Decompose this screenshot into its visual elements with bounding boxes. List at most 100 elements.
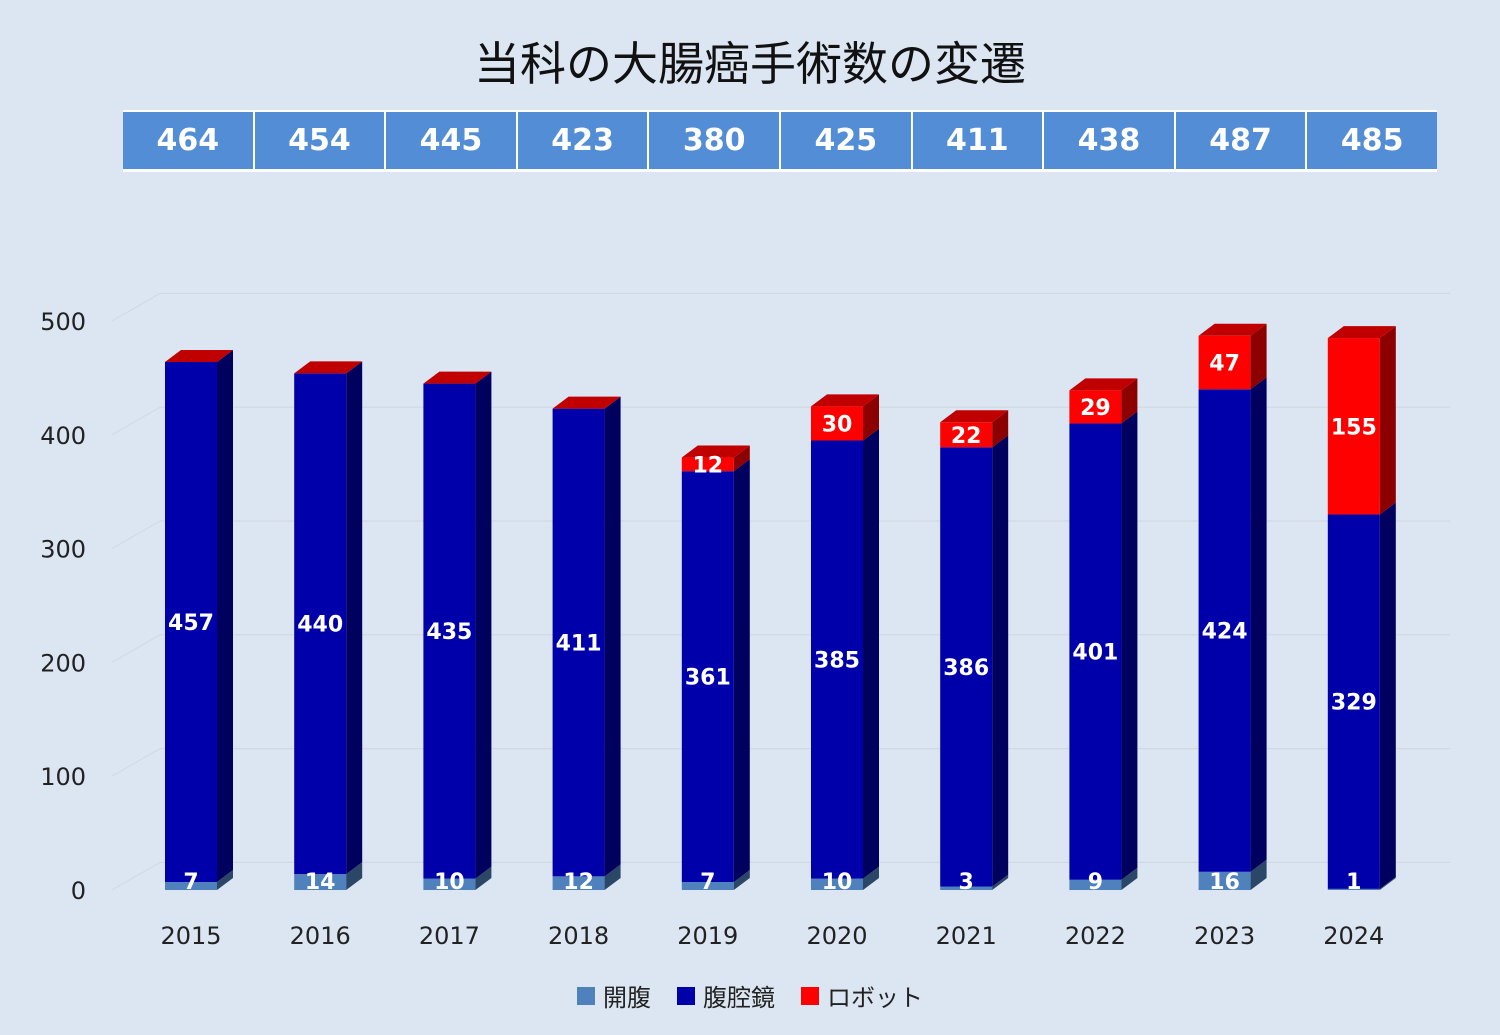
total-cell: 485 [1305,112,1437,169]
bar-side [1379,876,1396,890]
bar-top [681,445,750,458]
bar-front [1327,888,1380,890]
bar-chart: 0 100 200 300 400 500 7 457 2015 14 440 2016 10 435 20… [40,292,1450,950]
bar-front [811,878,863,890]
total-cell: 425 [778,112,911,169]
bar-side [1250,377,1267,872]
x-tick-label: 2022 [1065,922,1126,950]
bar-top [423,371,492,384]
legend-item-robot: ロボット [801,978,923,1013]
data-label: 457 [168,611,214,636]
x-tick-label: 2015 [160,922,221,950]
total-cell: 464 [123,112,253,169]
bar-front [940,886,993,890]
bar-side [1121,867,1138,890]
bar-front [552,408,605,877]
bar-side [346,361,363,875]
gridline-diagonal [111,861,161,891]
legend-swatch-laparoscopic [677,986,695,1005]
bar-front [940,447,993,887]
data-label: 10 [822,870,853,895]
bar-side [475,371,492,879]
data-label: 385 [814,649,860,674]
gridline-diagonal [111,520,161,550]
bar-side [733,459,750,883]
data-label: 12 [563,870,594,895]
bar-side [1121,411,1138,880]
bar-side [863,394,879,441]
bar-side [1121,378,1138,424]
total-cell: 411 [910,112,1043,169]
x-tick-label: 2021 [936,922,997,950]
data-label: 3 [959,870,974,895]
bar-front [681,471,734,883]
legend: 開腹 腹腔鏡 ロボット [0,978,1500,1013]
data-label: 29 [1080,396,1111,421]
y-tick-label: 400 [40,422,86,450]
bar-side [1379,502,1396,889]
total-cell: 423 [515,112,648,169]
bar-front [423,878,476,890]
bar-side [217,870,233,890]
bar-front [423,383,476,879]
bar-top [811,394,879,407]
bar-side [346,862,363,890]
gridline-diagonal [111,748,161,777]
data-label: 22 [951,424,982,449]
bar-side [992,410,1009,448]
x-tick-label: 2020 [806,922,867,950]
data-label: 7 [183,870,198,895]
total-cell: 380 [647,112,779,169]
x-tick-label: 2018 [548,922,609,950]
bar-front [681,457,734,472]
gridline-diagonal [111,406,161,436]
bar-side [475,866,492,890]
bar-front [1198,335,1251,390]
y-tick-label: 100 [40,763,86,791]
bar-side [1250,859,1267,890]
bar-front [940,422,993,448]
bar-front [165,361,217,883]
legend-item-laparoscopic: 腹腔鏡 [677,978,775,1013]
data-label: 10 [434,870,465,895]
legend-swatch-open [577,986,595,1005]
bar-top [1069,378,1138,391]
legend-swatch-robot [801,986,819,1005]
bar-front [552,876,605,890]
bar-side [863,866,879,890]
x-tick-label: 2024 [1323,922,1384,950]
bar-front [294,373,347,875]
bar-side [1379,326,1396,515]
chart-title: 当科の大腸癌手術数の変遷 [474,37,1026,91]
totals-row: 464 454 445 423 380 425 411 438 487 485 [123,110,1437,172]
legend-item-open: 開腹 [577,978,651,1013]
data-label: 9 [1088,870,1103,895]
y-tick-label: 500 [40,308,86,336]
bar-top [1198,323,1267,336]
gridline-diagonal [111,634,161,663]
data-label: 411 [556,631,602,656]
y-tick-label: 0 [71,877,86,905]
bar-front [1069,390,1122,424]
bar-side [733,445,750,472]
data-label: 1 [1346,870,1361,895]
gridline-diagonal [111,292,161,322]
bar-side [217,349,233,883]
data-label: 12 [692,453,723,478]
bar-top [1327,326,1396,339]
data-label: 155 [1331,415,1377,440]
total-cell: 487 [1173,112,1306,169]
bar-front [1069,879,1122,890]
data-label: 14 [305,870,336,895]
bar-side [992,874,1009,890]
legend-label: ロボット [827,984,923,1012]
data-label: 30 [822,412,853,437]
data-label: 47 [1209,352,1240,377]
bar-front [1327,514,1380,889]
legend-label: 腹腔鏡 [703,984,775,1012]
bar-top [940,410,1009,423]
x-tick-label: 2016 [290,922,351,950]
bar-side [733,870,750,890]
total-cell: 438 [1042,112,1174,169]
legend-label: 開腹 [603,984,651,1012]
